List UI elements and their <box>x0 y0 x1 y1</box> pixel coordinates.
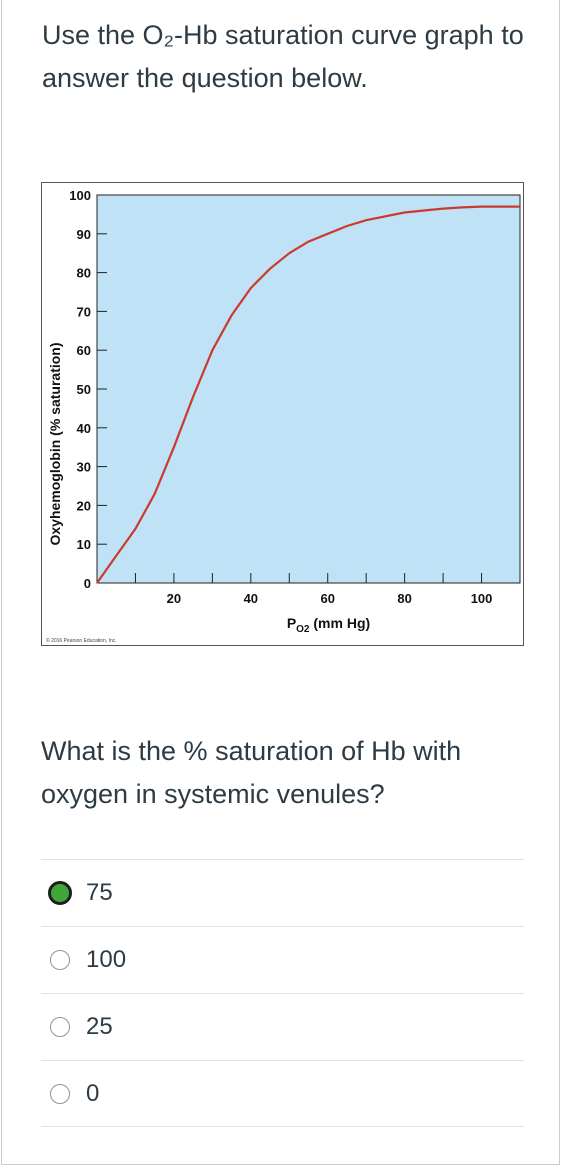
radio-icon[interactable] <box>50 1083 70 1104</box>
radio-icon[interactable] <box>50 950 70 970</box>
answer-list: 75 100 25 0 <box>41 859 524 1127</box>
y-axis-label: Oxyhemoglobin (% saturation) <box>47 342 63 545</box>
y-tick-label: 30 <box>77 460 91 475</box>
question-prompt: What is the % saturation of Hb with oxyg… <box>41 736 462 809</box>
x-tick-label: 80 <box>397 591 411 606</box>
saturation-curve-chart: 0 10 20 30 40 50 60 70 80 90 100 20 40 60 80 100 Oxyhemo… <box>46 188 521 644</box>
y-tick-label: 10 <box>77 537 91 552</box>
saturation-curve <box>96 205 520 584</box>
x-tick-label: 40 <box>244 591 258 606</box>
y-tick-label: 90 <box>77 227 91 242</box>
radio-selected-icon[interactable] <box>48 881 72 905</box>
y-tick-label: 40 <box>77 421 91 436</box>
answer-label: 75 <box>86 879 113 906</box>
y-tick-label: 80 <box>77 266 91 281</box>
x-tick-label: 20 <box>167 591 181 606</box>
y-tick-label: 0 <box>84 576 91 591</box>
y-tick-label: 60 <box>77 343 91 358</box>
answer-option-3[interactable]: 25 <box>41 993 524 1060</box>
x-axis-label: PO2 (mm Hg) <box>287 615 370 635</box>
y-tick-label: 100 <box>69 188 91 203</box>
radio-icon[interactable] <box>50 1017 70 1037</box>
y-tick-label: 20 <box>77 498 91 513</box>
x-tick-label: 100 <box>471 591 493 606</box>
y-tick-label: 70 <box>77 304 91 319</box>
x-tick-label: 60 <box>320 591 334 606</box>
answer-option-2[interactable]: 100 <box>41 926 524 993</box>
y-tick-label: 50 <box>77 382 91 397</box>
answer-option-4[interactable]: 0 <box>41 1060 524 1127</box>
answer-label: 100 <box>86 946 127 973</box>
answer-option-1[interactable]: 75 <box>41 859 524 926</box>
plot-area <box>96 194 521 584</box>
answer-label: 25 <box>86 1013 113 1040</box>
copyright-text: © 2016 Pearson Education, Inc. <box>46 637 117 644</box>
answer-label: 0 <box>86 1079 100 1107</box>
o2-hb-saturation-figure: 0 10 20 30 40 50 60 70 80 90 100 20 40 60 80 100 Oxyhemo… <box>41 182 524 646</box>
question-intro: Use the O₂-Hb saturation curve graph to … <box>42 20 524 93</box>
